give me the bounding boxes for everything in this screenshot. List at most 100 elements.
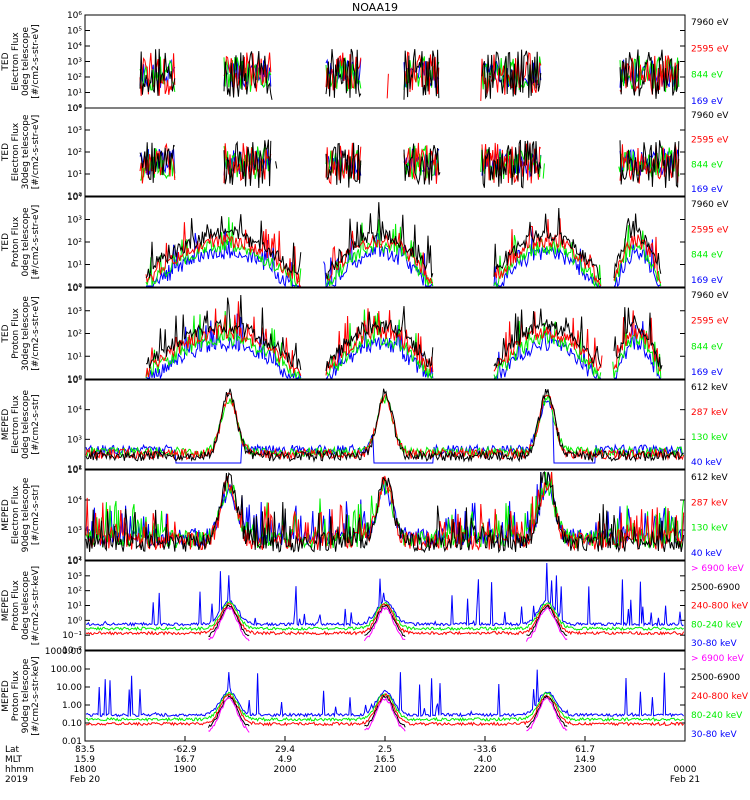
panel-2: 10⁴ 10³ 10² 10¹ 10⁰ TED Electron Flux 30deg tel… [1, 104, 729, 202]
legend-entry: 169 eV [691, 276, 724, 286]
series-trace [85, 470, 685, 554]
x-tick-label: 61.7 [575, 745, 595, 755]
y-axis-label-line: TED [1, 52, 11, 71]
y-axis-label-line: 90deg telescope [21, 658, 31, 733]
y-axis-label-line: [#/cm2-s-str-eV] [31, 115, 41, 190]
y-tick-label: 10⁻¹ [62, 631, 82, 641]
y-axis-label-line: Electron Flux [11, 32, 21, 91]
y-axis-label-line: Proton Flux [11, 308, 21, 359]
y-tick-label: 10² [67, 465, 82, 475]
legend-entry: 30-80 keV [691, 639, 737, 649]
y-tick-label: 10⁴ [67, 496, 82, 506]
y-tick-label: 10² [67, 73, 82, 83]
y-axis-label-line: TED [1, 143, 11, 162]
panel-5: 10⁵ 10⁴ 10³ 10² MEPED Electron Flux 0deg teles… [1, 376, 728, 475]
y-tick-label: 10⁴ [67, 284, 82, 294]
x-tick-label: 1800 [74, 765, 97, 775]
legend-entry: 7960 eV [691, 111, 729, 121]
y-tick-label: 10⁵ [67, 27, 82, 37]
y-tick-label: 10⁴ [67, 193, 82, 203]
y-axis-label-line: Electron Flux [11, 395, 21, 454]
series-trace [145, 217, 662, 288]
y-tick-label: 10³ [67, 572, 82, 582]
series-trace [85, 393, 684, 459]
y-axis-label-line: [#/cm2-s-str] [31, 394, 41, 454]
y-tick-label: 10³ [67, 126, 82, 136]
y-tick-label: 10³ [67, 307, 82, 317]
series-trace [85, 400, 684, 464]
y-axis-label-line: [#/cm2-s-str-keV] [31, 566, 41, 645]
y-axis-label-line: 0deg telescope [21, 207, 31, 277]
y-tick-label: 10² [67, 238, 82, 248]
legend-entry: 240-800 keV [691, 692, 749, 702]
series-trace [85, 669, 684, 718]
series-trace [86, 562, 684, 628]
series-trace [207, 694, 568, 729]
y-axis-label-line: MEPED [1, 499, 11, 531]
y-axis-label-line: MEPED [1, 680, 11, 712]
y-tick-label: 10² [67, 587, 82, 597]
y-axis-label-line: Proton Flux [11, 670, 21, 721]
y-axis-label-line: Proton Flux [11, 216, 21, 267]
y-tick-label: 10¹ [67, 261, 82, 271]
y-tick-label: 10⁴ [67, 557, 82, 567]
y-axis-label-line: 0deg telescope [21, 27, 31, 97]
y-tick-label: 10⁰ [67, 104, 82, 114]
y-axis-label: TED Proton Flux 30deg telescope [#/cm2-s-st… [1, 296, 41, 371]
y-tick-label: 10² [67, 330, 82, 340]
legend-entry: 130 keV [691, 433, 728, 443]
panel-6: 10⁵ 10⁴ 10³ 10² MEPED Electron Flux 90deg tele… [1, 466, 728, 566]
panel-frame [84, 560, 686, 651]
x-tick-label: 15.9 [75, 755, 95, 765]
y-tick-label: 10¹ [67, 602, 82, 612]
y-axis-label: TED Electron Flux 0deg telescope [#/cm2-s-s… [1, 24, 41, 99]
y-tick-label: 10³ [67, 526, 82, 536]
legend-entry: 287 keV [691, 498, 728, 508]
y-axis-label-line: 90deg telescope [21, 477, 31, 552]
y-tick-label: 10¹ [67, 170, 82, 180]
series-trace [145, 301, 662, 378]
y-axis-label: TED Proton Flux 0deg telescope [#/cm2-s-str… [1, 205, 41, 280]
y-tick-label: 10⁴ [67, 406, 82, 416]
y-tick-label: 0.01 [62, 737, 82, 747]
y-tick-label: 10³ [67, 435, 82, 445]
y-axis-label-line: [#/cm2-s-str-eV] [31, 205, 41, 280]
series-trace [208, 697, 568, 733]
y-axis-label-line: Proton Flux [11, 580, 21, 631]
y-tick-label: 10⁶ [67, 11, 82, 21]
y-tick-label: 10³ [67, 58, 82, 68]
y-axis-label: MEPED Electron Flux 0deg telescope [#/cm2-s… [1, 390, 41, 460]
y-tick-label: 10⁰ [67, 283, 82, 293]
y-axis-label: TED Electron Flux 30deg telescope [#/cm2-s-… [1, 114, 41, 189]
y-axis-label-line: Electron Flux [11, 485, 21, 544]
y-axis-label-line: TED [1, 233, 11, 252]
x-axis-row-label: MLT [5, 755, 23, 765]
panel-frame [84, 379, 686, 470]
x-tick-label: 2.5 [378, 745, 392, 755]
x-tick-label: Feb 20 [70, 775, 101, 785]
x-tick-label: 2300 [574, 765, 597, 775]
legend-entry: 240-800 keV [691, 602, 749, 612]
panel-frame [84, 14, 686, 109]
y-axis-label-line: [#/cm2-s-str-eV] [31, 296, 41, 371]
y-tick-label: 10³ [67, 216, 82, 226]
legend-entry: 40 keV [691, 549, 723, 559]
y-axis-label-line: MEPED [1, 590, 11, 622]
y-tick-label: 10¹ [67, 89, 82, 99]
y-tick-label: 10² [67, 148, 82, 158]
y-axis-label-line: Electron Flux [11, 122, 21, 181]
series-trace [139, 139, 680, 189]
legend-entry: 612 keV [691, 473, 728, 483]
panel-4: 10⁴ 10³ 10² 10¹ 10⁰ TED Proton Flux 30deg teles… [1, 284, 729, 385]
legend-entry: > 6900 keV [691, 564, 745, 574]
y-axis-label-line: 0deg telescope [21, 390, 31, 460]
y-tick-label: 0.10 [62, 719, 82, 729]
legend-entry: 2595 eV [691, 225, 729, 235]
legend-entry: 844 eV [691, 251, 724, 261]
legend-entry: 2500-6900 [691, 583, 740, 593]
panel-3: 10⁴ 10³ 10² 10¹ 10⁰ TED Proton Flux 0deg telesc… [1, 193, 729, 293]
x-tick-label: 2000 [274, 765, 297, 775]
x-axis-row-label: Lat [5, 745, 20, 755]
